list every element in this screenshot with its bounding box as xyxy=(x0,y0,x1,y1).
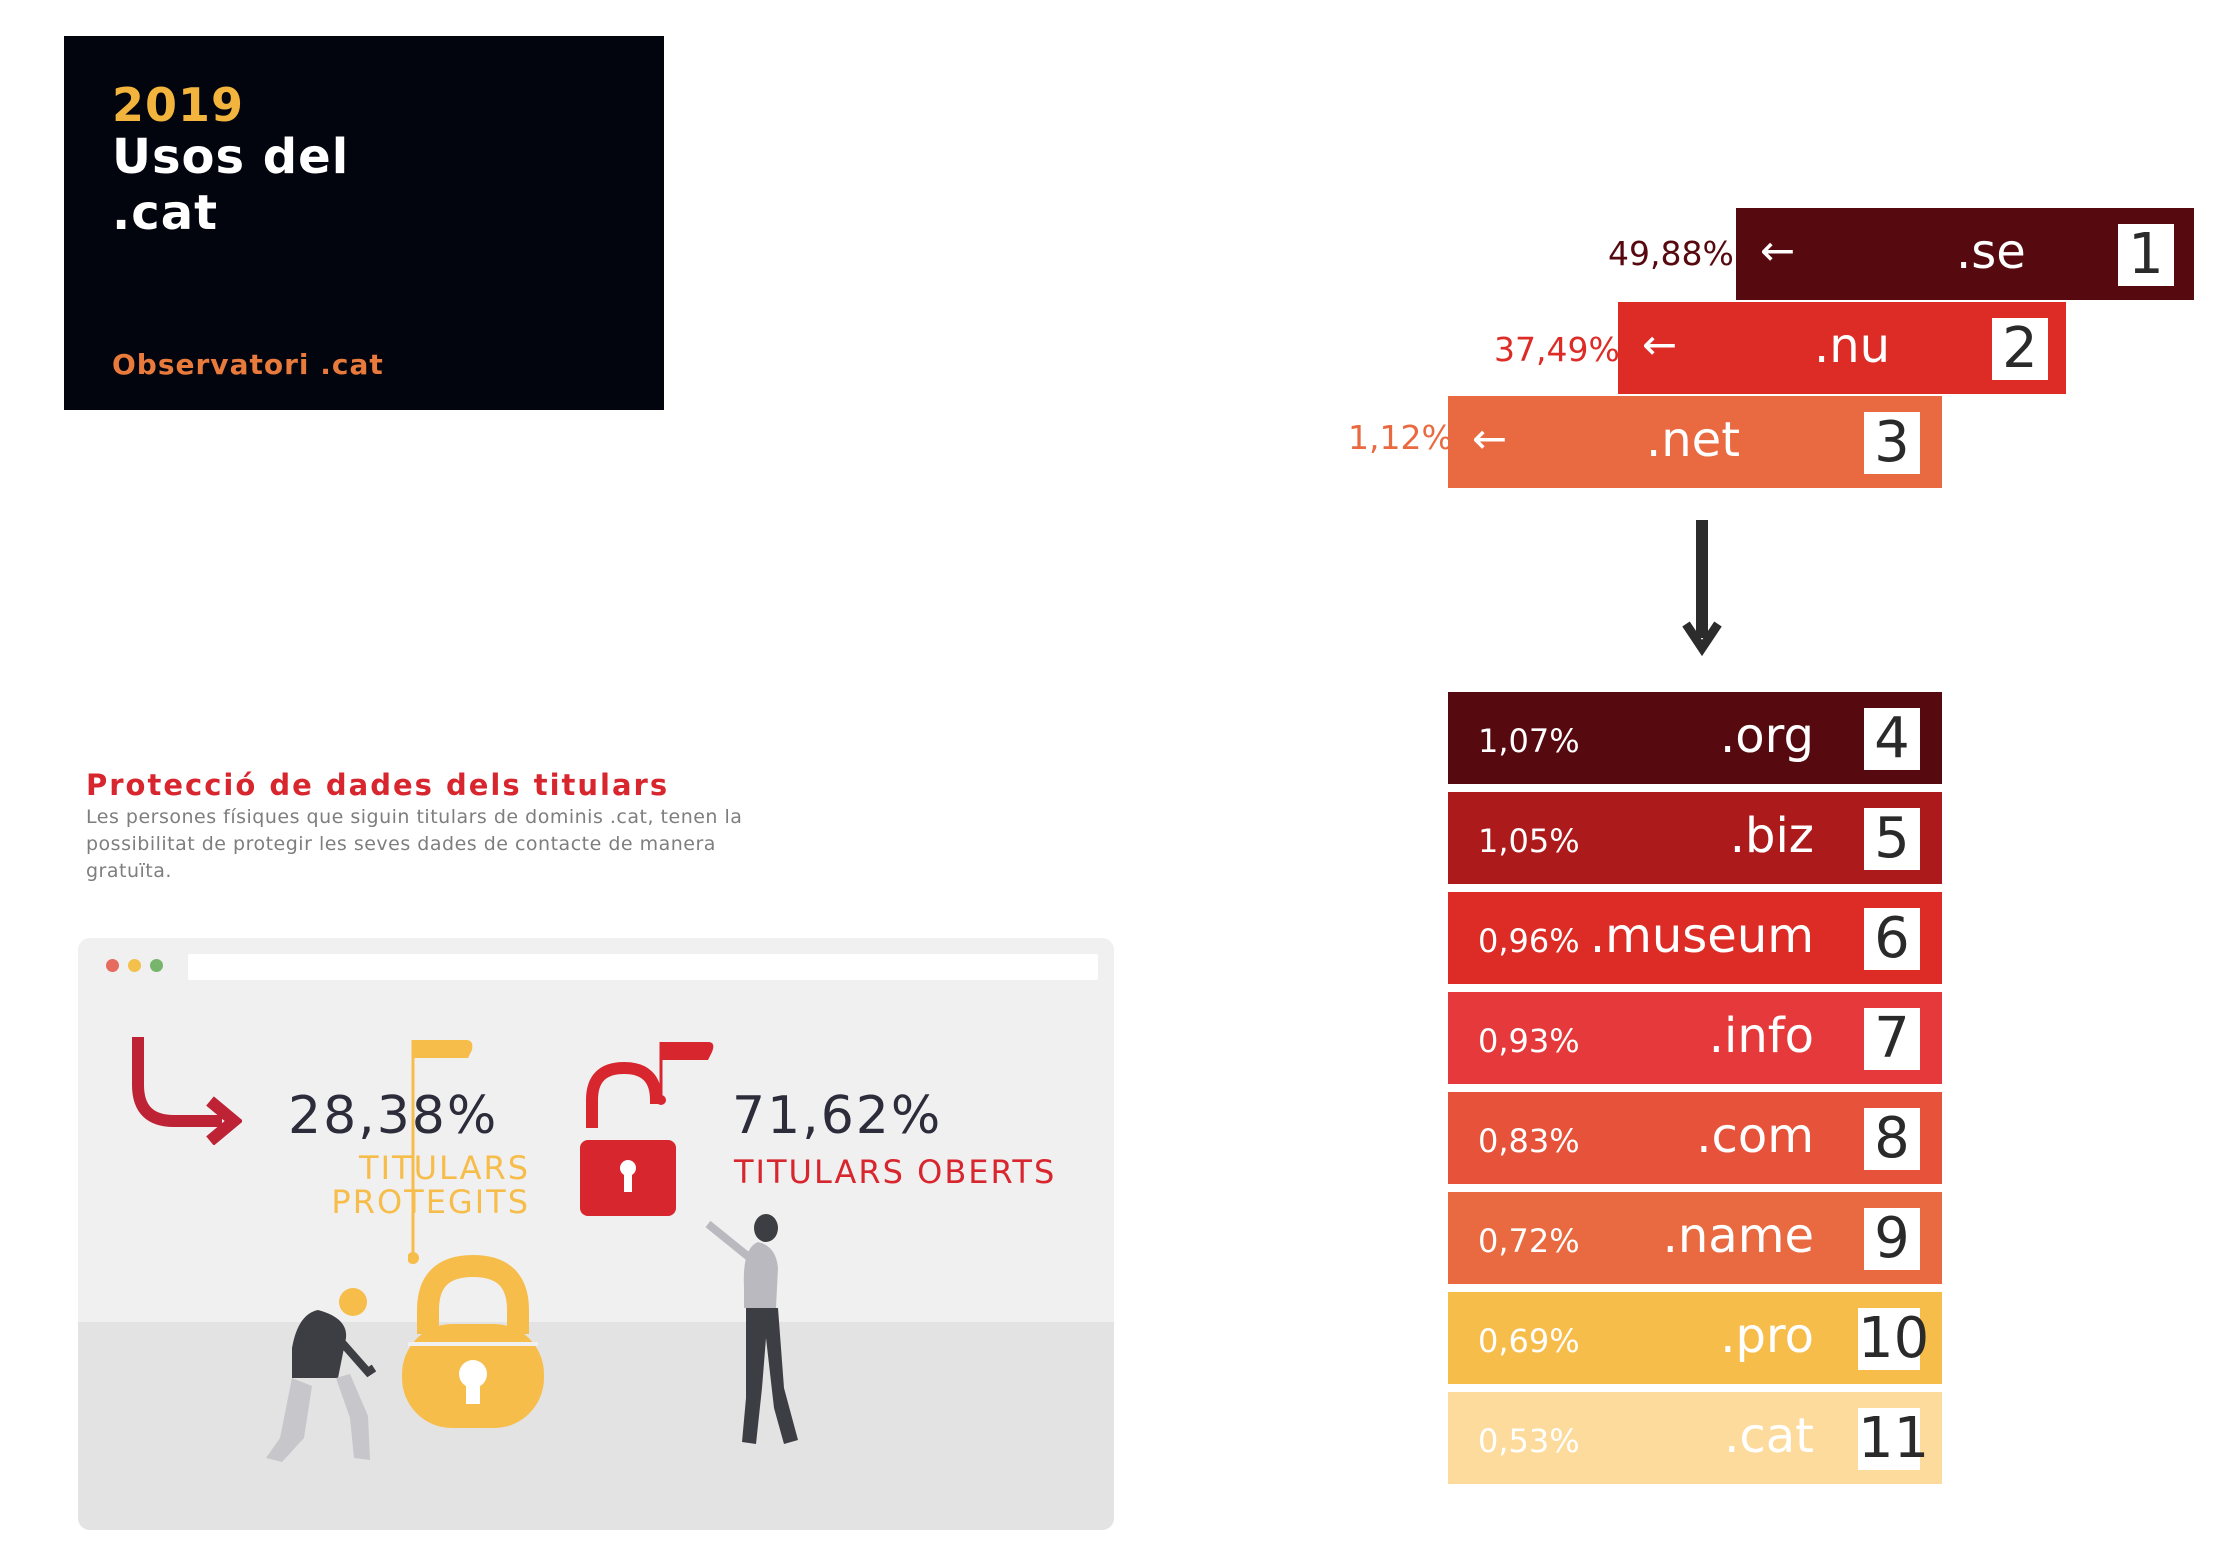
title-subtitle: Observatori .cat xyxy=(112,348,384,381)
domain-row: 0,93% .info 7 xyxy=(1448,992,1942,1084)
protection-title: Protecció de dades dels titulars xyxy=(86,768,670,802)
rank-box: 3 xyxy=(1864,412,1920,474)
left-arrow-icon: ← xyxy=(1642,320,1678,369)
domain-percent-nu: 37,49% xyxy=(1494,330,1620,369)
domain-bar-net: ← .net 3 xyxy=(1448,396,1942,488)
domain-row: 0,96% .museum 6 xyxy=(1448,892,1942,984)
browser-illustration: 28,38% TITULARS PROTEGITS 71,62% TITULAR… xyxy=(78,938,1114,1530)
domain-percent: 0,83% xyxy=(1478,1122,1580,1160)
left-arrow-icon: ← xyxy=(1472,414,1508,463)
yellow-flag-icon xyxy=(408,1040,473,1264)
domain-label: .biz xyxy=(1729,808,1814,864)
domain-label: .nu xyxy=(1814,318,1891,374)
domain-percent: 1,05% xyxy=(1478,822,1580,860)
domain-percent: 0,53% xyxy=(1478,1422,1580,1460)
title-line2: .cat xyxy=(112,185,219,241)
protected-label: TITULARS PROTEGITS xyxy=(290,1151,530,1219)
domain-percent: 0,96% xyxy=(1478,922,1580,960)
rank-box: 2 xyxy=(1992,318,2048,380)
protected-label-line2: PROTEGITS xyxy=(331,1183,530,1221)
window-dot-green xyxy=(150,959,163,972)
domain-row: 1,05% .biz 5 xyxy=(1448,792,1942,884)
rank-box: 11 xyxy=(1858,1406,1930,1471)
title-panel: 2019 Usos del .cat Observatori .cat xyxy=(64,36,664,410)
domain-percent: 0,69% xyxy=(1478,1322,1580,1360)
domain-label: .se xyxy=(1956,224,2026,280)
open-label: TITULARS OBERTS xyxy=(734,1153,1057,1191)
curved-arrow-icon xyxy=(132,1037,242,1145)
domain-row: 0,69% .pro 10 xyxy=(1448,1292,1942,1384)
closed-padlock-icon xyxy=(402,1254,544,1428)
domain-row: 1,07% .org 4 xyxy=(1448,692,1942,784)
address-bar xyxy=(188,954,1098,980)
title-year: 2019 xyxy=(112,78,245,132)
rank-box: 1 xyxy=(2118,224,2174,286)
open-padlock-icon xyxy=(580,1042,714,1216)
person-holding-illustration xyxy=(705,1214,798,1444)
left-arrow-icon: ← xyxy=(1760,226,1796,275)
open-value: 71,62% xyxy=(732,1086,943,1146)
domain-label: .pro xyxy=(1720,1308,1814,1364)
protected-value: 28,38% xyxy=(288,1086,499,1146)
window-dot-yellow xyxy=(128,959,141,972)
domain-percent: 0,72% xyxy=(1478,1222,1580,1260)
domain-label: .name xyxy=(1662,1208,1814,1264)
rank-box: 6 xyxy=(1864,908,1920,970)
rank-box: 10 xyxy=(1858,1306,1930,1371)
title-line1: Usos del xyxy=(112,129,350,185)
domain-label: .org xyxy=(1720,708,1814,764)
domain-row: 0,72% .name 9 xyxy=(1448,1192,1942,1284)
domain-bar-se: ← .se 1 xyxy=(1736,208,2194,300)
floor-band xyxy=(78,1322,1114,1530)
domain-label: .com xyxy=(1696,1108,1814,1164)
window-dot-red xyxy=(106,959,119,972)
domain-percent: 1,07% xyxy=(1478,722,1580,760)
rank-box: 9 xyxy=(1864,1208,1920,1270)
protected-label-line1: TITULARS xyxy=(359,1149,530,1187)
domain-bar-nu: ← .nu 2 xyxy=(1618,302,2066,394)
down-arrow-icon xyxy=(1682,520,1722,657)
protection-description: Les persones físiques que siguin titular… xyxy=(86,806,743,882)
rank-box: 7 xyxy=(1864,1008,1920,1070)
domain-percent-net: 1,12% xyxy=(1348,418,1453,457)
domain-label: .cat xyxy=(1724,1408,1814,1464)
rank-box: 8 xyxy=(1864,1108,1920,1170)
person-pushing-illustration xyxy=(266,1288,377,1462)
domain-percent: 0,93% xyxy=(1478,1022,1580,1060)
domain-row: 0,83% .com 8 xyxy=(1448,1092,1942,1184)
rank-box: 5 xyxy=(1864,808,1920,870)
domain-label: .museum xyxy=(1589,908,1814,964)
domain-label: .net xyxy=(1646,412,1741,468)
domain-percent-se: 49,88% xyxy=(1608,234,1734,273)
domain-label: .info xyxy=(1708,1008,1814,1064)
rank-box: 4 xyxy=(1864,708,1920,770)
domain-row: 0,53% .cat 11 xyxy=(1448,1392,1942,1484)
